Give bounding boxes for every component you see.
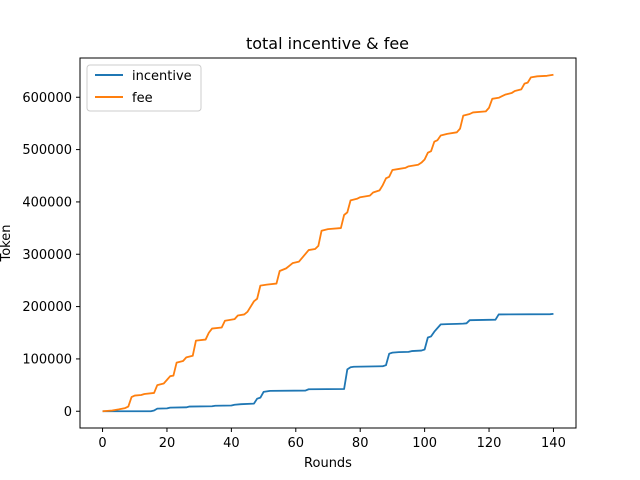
x-tick-label: 0 — [98, 436, 106, 451]
x-tick-label: 140 — [541, 436, 566, 451]
series-layer — [102, 73, 554, 413]
chart-title: total incentive & fee — [246, 34, 409, 53]
legend-label-fee: fee — [132, 91, 153, 106]
plot-area — [79, 57, 577, 429]
x-tick-label: 100 — [412, 436, 437, 451]
y-axis: 0 100000 200000 300000 400000 500000 600000 — [22, 91, 80, 420]
x-tick-label: 20 — [159, 436, 176, 451]
legend: incentive fee — [86, 64, 202, 112]
y-tick-label: 200000 — [22, 300, 72, 315]
y-tick-label: 0 — [64, 405, 72, 420]
x-tick-label: 80 — [352, 436, 369, 451]
x-tick-label: 40 — [223, 436, 240, 451]
y-tick-label: 300000 — [22, 248, 72, 263]
x-tick-label: 60 — [288, 436, 305, 451]
y-tick-label: 600000 — [22, 91, 72, 106]
y-tick-label: 500000 — [22, 143, 72, 158]
series-line-fee — [102, 73, 554, 413]
x-tick-label: 120 — [477, 436, 502, 451]
y-tick-label: 400000 — [22, 195, 72, 210]
y-axis-label: Token — [0, 225, 14, 263]
x-axis: 0 20 40 60 80 100 120 140 — [98, 428, 566, 451]
legend-frame — [86, 64, 202, 112]
legend-label-incentive: incentive — [132, 69, 192, 84]
x-axis-label: Rounds — [304, 456, 352, 471]
y-tick-label: 100000 — [22, 352, 72, 367]
series-line-incentive — [102, 313, 554, 413]
